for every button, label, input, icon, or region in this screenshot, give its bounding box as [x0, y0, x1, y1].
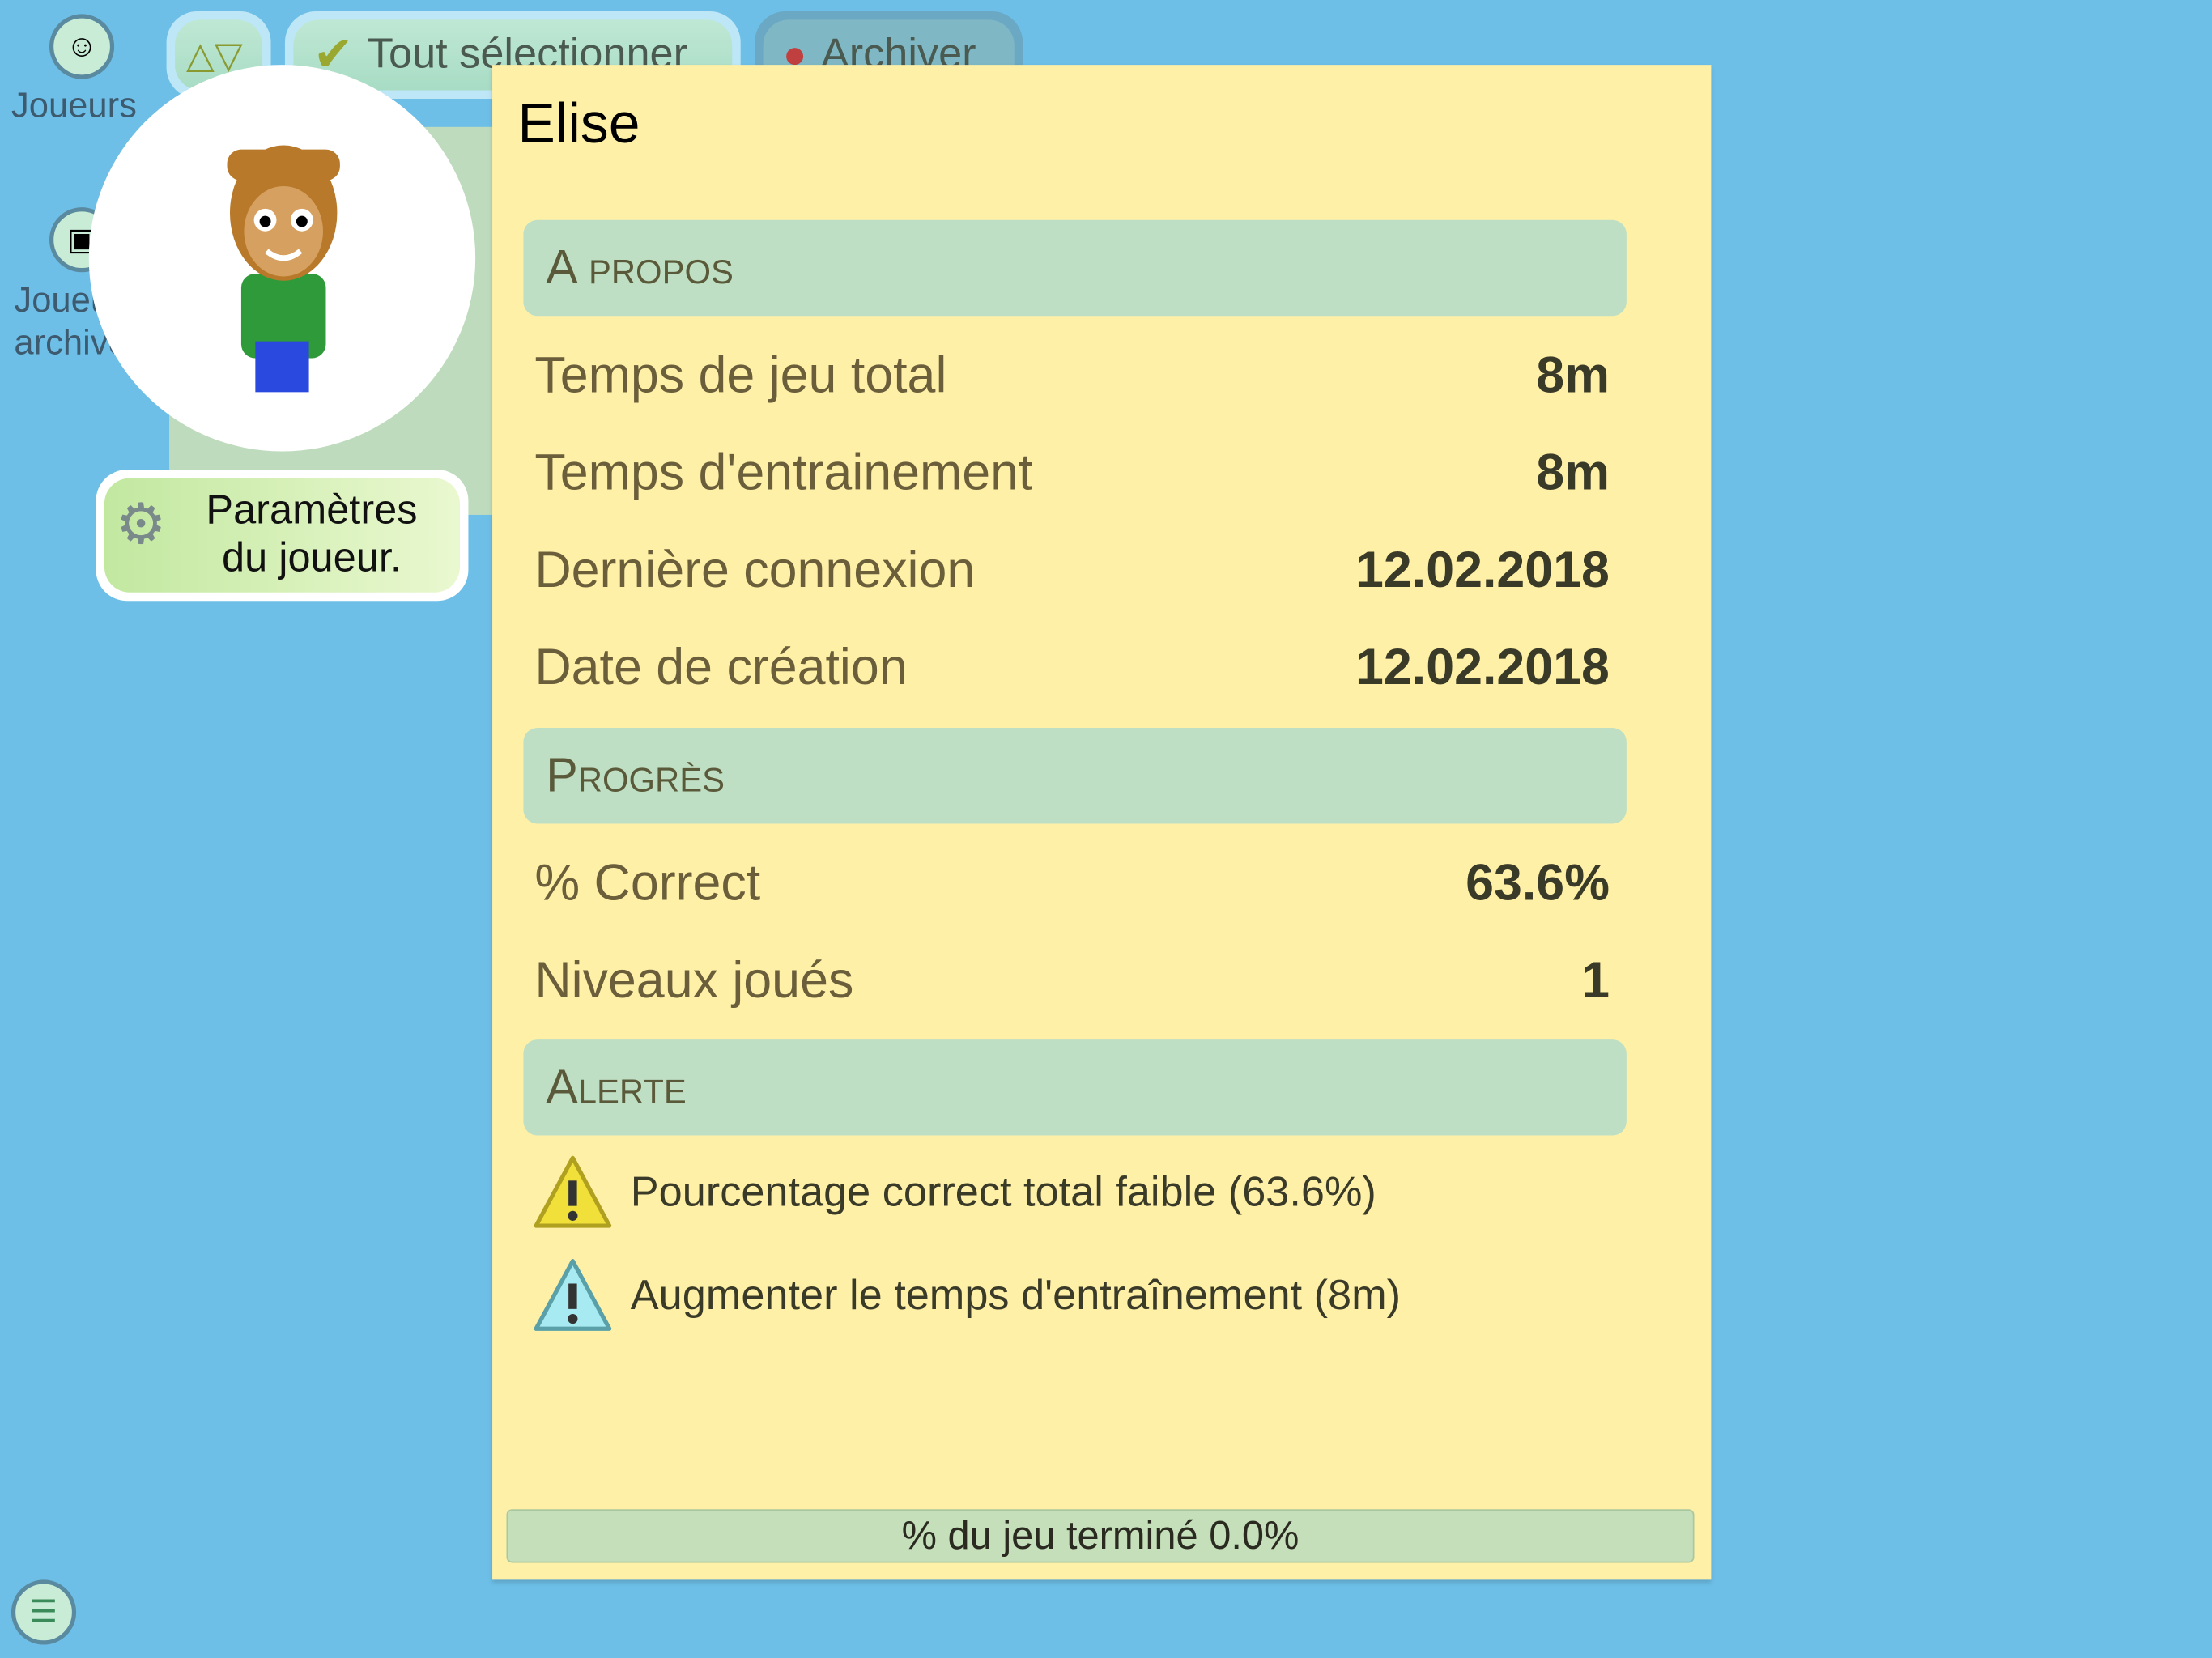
stat-row: Date de création 12.02.2018: [534, 637, 1610, 695]
warning-blue-icon: [534, 1259, 612, 1331]
player-details-panel: Elise A propos Temps de jeu total 8m Temp…: [492, 65, 1712, 1580]
player-settings-button[interactable]: ⚙ Paramètres du joueur.: [96, 470, 469, 602]
avatar[interactable]: [88, 65, 476, 452]
stat-row: Temps d'entrainement 8m: [534, 443, 1610, 501]
section-header-progress: Progrès: [523, 728, 1627, 824]
player-icon[interactable]: ☺: [49, 14, 115, 79]
section-header-alert: Alerte: [523, 1039, 1627, 1136]
avatar-character-icon: [227, 145, 340, 393]
stat-row: Temps de jeu total 8m: [534, 345, 1610, 404]
stat-row: Niveaux joués 1: [534, 950, 1610, 1009]
settings-gear-icon: ⚙: [115, 493, 167, 556]
alert-item: Pourcentage correct total faible (63.6%): [532, 1151, 1376, 1236]
sidebar-item-players[interactable]: Joueurs: [11, 86, 137, 126]
list-icon[interactable]: ☰: [11, 1579, 77, 1645]
player-name: Elise: [517, 92, 640, 155]
game-completion-bar: % du jeu terminé 0.0%: [506, 1509, 1695, 1563]
stat-row: Dernière connexion 12.02.2018: [534, 540, 1610, 598]
stat-row: % Correct 63.6%: [534, 853, 1610, 912]
section-header-about: A propos: [523, 219, 1627, 317]
warning-yellow-icon: [534, 1155, 612, 1228]
alert-item: Augmenter le temps d'entraînement (8m): [532, 1254, 1401, 1339]
